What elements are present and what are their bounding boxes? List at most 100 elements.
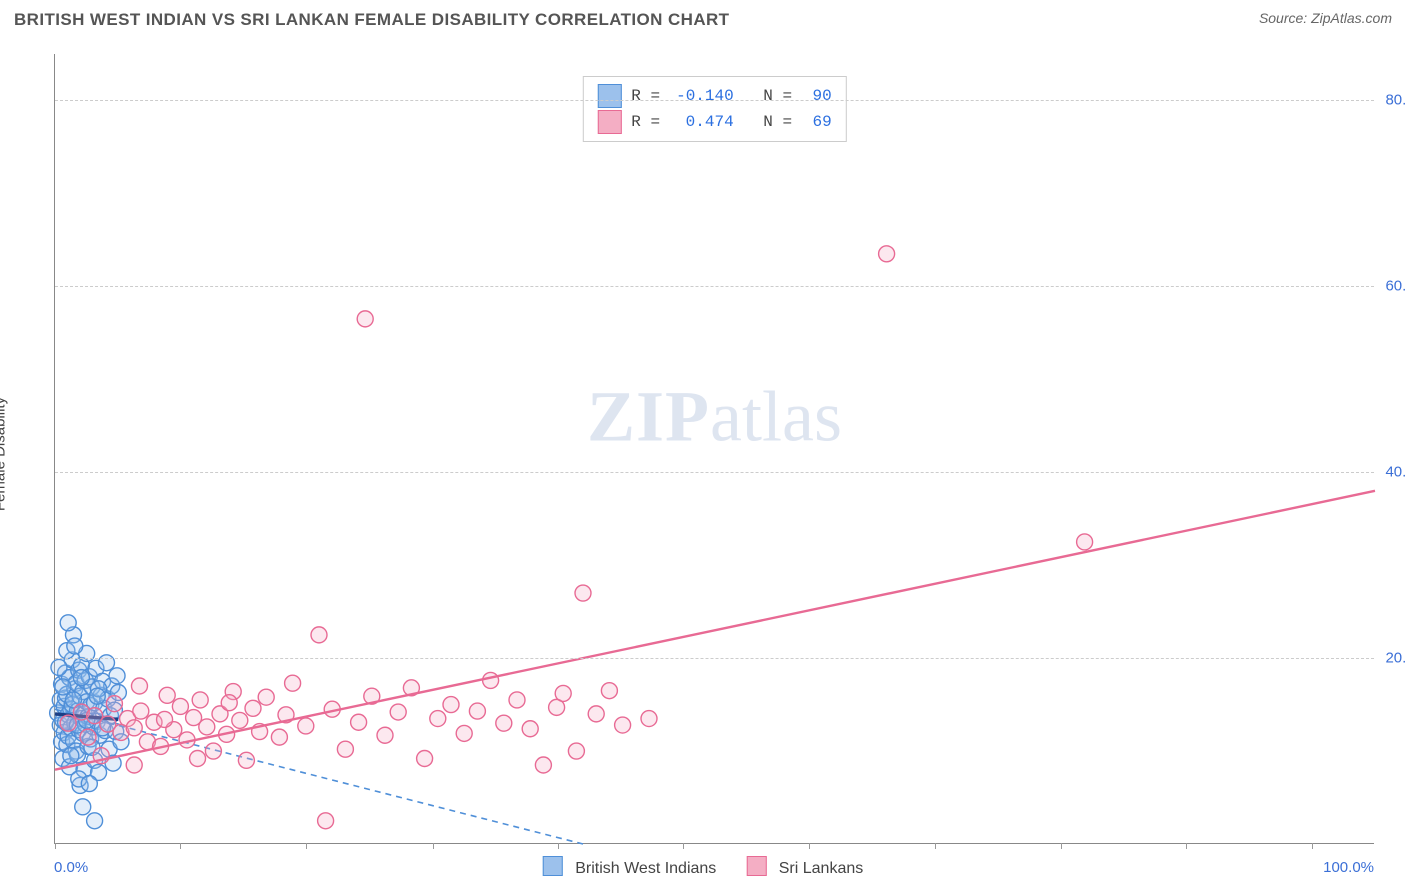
stat-swatch-bwi (597, 84, 621, 108)
stat-r-value-1: 0.474 (670, 109, 734, 135)
scatter-point (75, 799, 91, 815)
legend-swatch-bwi (543, 856, 563, 876)
x-axis-max-label: 100.0% (1323, 859, 1374, 876)
scatter-point (190, 750, 206, 766)
stat-r-label-1: R = (631, 113, 669, 131)
scatter-point (351, 714, 367, 730)
x-tick (1186, 843, 1187, 849)
scatter-point (879, 246, 895, 262)
y-tick-label: 60.0% (1385, 278, 1406, 295)
scatter-point (89, 688, 105, 704)
scatter-point (311, 627, 327, 643)
scatter-point (63, 748, 79, 764)
scatter-point (555, 685, 571, 701)
scatter-point (496, 715, 512, 731)
x-tick (683, 843, 684, 849)
y-tick-label: 80.0% (1385, 92, 1406, 109)
scatter-point (159, 687, 175, 703)
scatter-point (535, 757, 551, 773)
scatter-point (337, 741, 353, 757)
plot-area: ZIPatlas R = -0.140 N = 90 R = 0.474 N =… (54, 54, 1374, 844)
scatter-point (199, 719, 215, 735)
stat-r-label-0: R = (631, 87, 669, 105)
scatter-point (131, 678, 147, 694)
scatter-point (483, 672, 499, 688)
legend-label-sl: Sri Lankans (779, 860, 864, 877)
stat-n-label-0: N = (763, 87, 801, 105)
scatter-point (575, 585, 591, 601)
chart-title: BRITISH WEST INDIAN VS SRI LANKAN FEMALE… (14, 10, 729, 30)
scatter-point (51, 659, 67, 675)
stat-r-value-0: -0.140 (670, 83, 734, 109)
x-axis-min-label: 0.0% (54, 859, 88, 876)
scatter-point (67, 638, 83, 654)
legend-swatch-sl (746, 856, 766, 876)
x-tick (935, 843, 936, 849)
correlation-stat-box: R = -0.140 N = 90 R = 0.474 N = 69 (582, 76, 846, 142)
scatter-point (245, 700, 261, 716)
x-tick (180, 843, 181, 849)
y-axis-title: Female Disability (0, 397, 9, 511)
scatter-point (55, 679, 71, 695)
scatter-point (390, 704, 406, 720)
scatter-point (456, 725, 472, 741)
stat-n-value-0: 90 (802, 83, 832, 109)
scatter-point (205, 743, 221, 759)
scatter-point (1077, 534, 1093, 550)
scatter-point (73, 670, 89, 686)
scatter-point (126, 757, 142, 773)
legend-label-bwi: British West Indians (575, 860, 716, 877)
stat-row-sl: R = 0.474 N = 69 (597, 109, 831, 135)
scatter-point (133, 703, 149, 719)
scatter-point (357, 311, 373, 327)
scatter-point (469, 703, 485, 719)
scatter-point (509, 692, 525, 708)
legend-item-bwi: British West Indians (543, 856, 717, 878)
gridline-h (55, 472, 1374, 473)
stat-n-label-1: N = (763, 113, 801, 131)
scatter-point (601, 683, 617, 699)
scatter-point (157, 711, 173, 727)
scatter-point (298, 718, 314, 734)
scatter-point (641, 711, 657, 727)
stat-swatch-sl (597, 110, 621, 134)
scatter-point (221, 695, 237, 711)
scatter-point (172, 698, 188, 714)
scatter-point (109, 668, 125, 684)
scatter-point (60, 615, 76, 631)
scatter-point (271, 729, 287, 745)
scatter-point (285, 675, 301, 691)
scatter-point (588, 706, 604, 722)
x-tick (1061, 843, 1062, 849)
source-label: Source: ZipAtlas.com (1259, 10, 1392, 26)
scatter-point (106, 696, 122, 712)
x-tick (558, 843, 559, 849)
scatter-point (430, 711, 446, 727)
series-legend: British West Indians Sri Lankans (543, 856, 864, 878)
scatter-point (238, 752, 254, 768)
x-tick (809, 843, 810, 849)
x-tick (433, 843, 434, 849)
stat-n-value-1: 69 (802, 109, 832, 135)
x-tick (1312, 843, 1313, 849)
scatter-point (87, 813, 103, 829)
y-tick-label: 20.0% (1385, 650, 1406, 667)
x-tick (55, 843, 56, 849)
scatter-point (377, 727, 393, 743)
scatter-point (318, 813, 334, 829)
gridline-h (55, 100, 1374, 101)
scatter-point (81, 776, 97, 792)
scatter-point (522, 721, 538, 737)
scatter-point (126, 720, 142, 736)
scatter-svg (55, 54, 1374, 843)
chart-container: Female Disability ZIPatlas R = -0.140 N … (14, 34, 1392, 874)
scatter-point (192, 692, 208, 708)
scatter-point (568, 743, 584, 759)
scatter-point (232, 712, 248, 728)
stat-row-bwi: R = -0.140 N = 90 (597, 83, 831, 109)
scatter-point (615, 717, 631, 733)
scatter-point (60, 715, 76, 731)
gridline-h (55, 286, 1374, 287)
y-tick-label: 40.0% (1385, 464, 1406, 481)
scatter-point (417, 750, 433, 766)
